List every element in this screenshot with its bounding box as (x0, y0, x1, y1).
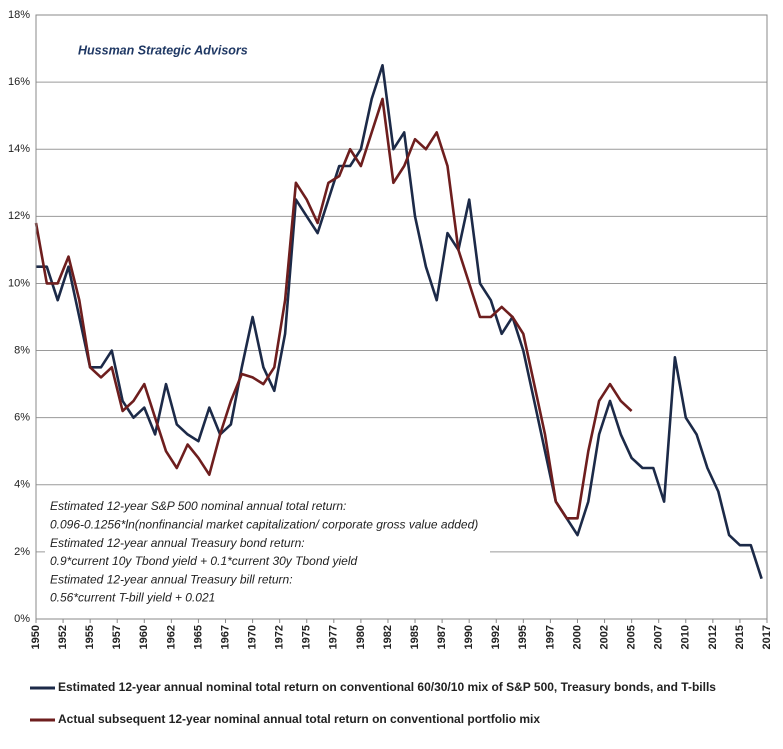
x-tick-label: 1987 (436, 625, 448, 649)
note: 0.56*current T-bill yield + 0.021 (50, 591, 215, 605)
watermark: Hussman Strategic Advisors (78, 43, 248, 57)
x-tick-label: 1982 (382, 625, 394, 649)
legend-label: Estimated 12-year annual nominal total r… (58, 680, 716, 694)
foreground: 0% 2% 4% 6% 8% 10% 12% 14% 16% 18% 1950 1952 1955 195… (8, 9, 773, 726)
x-tick-label: 1977 (328, 625, 340, 649)
series-line (34, 97, 633, 520)
y-tick-label: 14% (8, 143, 30, 155)
x-tick-label: 1967 (219, 625, 231, 649)
x-tick-label: 1992 (490, 625, 502, 649)
y-tick-label: 16% (8, 76, 30, 88)
x-tick-label: 2012 (707, 625, 719, 649)
y-tick-label: 12% (8, 210, 30, 222)
note: 0.9*current 10y Tbond yield + 0.1*curren… (50, 554, 358, 568)
x-tick-label: 1997 (544, 625, 556, 649)
x-tick-label: 2005 (626, 625, 638, 649)
plot-border (35, 14, 768, 620)
note: Estimated 12-year annual Treasury bond r… (50, 536, 305, 550)
y-tick-label: 4% (14, 479, 30, 491)
y-tick-label: 2% (14, 546, 30, 558)
x-tick-label: 2010 (680, 625, 692, 649)
x-tick-label: 2015 (734, 625, 746, 649)
x-tick-label: 1970 (246, 625, 258, 649)
x-tick-label: 1955 (84, 625, 96, 649)
y-tick-label: 10% (8, 277, 30, 289)
x-tick-label: 1965 (192, 625, 204, 649)
x-tick-label: 1985 (409, 625, 421, 649)
y-tick-label: 0% (14, 613, 30, 625)
note: Estimated 12-year annual Treasury bill r… (50, 572, 293, 586)
note: 0.096-0.1256*ln(nonfinancial market capi… (50, 517, 478, 531)
y-tick-label: 8% (14, 344, 30, 356)
x-tick-label: 1972 (274, 625, 286, 649)
x-tick-label: 1975 (301, 625, 313, 649)
x-tick-label: 2002 (598, 625, 610, 649)
x-tick-label: 2017 (761, 625, 773, 649)
y-tick-label: 18% (8, 9, 30, 21)
x-tick-label: 1952 (57, 625, 69, 649)
x-tick-label: 1960 (138, 625, 150, 649)
y-tick-label: 6% (14, 412, 30, 424)
x-tick-label: 1950 (30, 625, 42, 649)
x-tick-label: 1962 (165, 625, 177, 649)
legend-label: Actual subsequent 12-year nominal annual… (58, 712, 540, 726)
plot-lines (34, 64, 763, 580)
note: Estimated 12-year S&P 500 nominal annual… (50, 499, 346, 513)
x-tick-label: 1995 (517, 625, 529, 649)
x-tick-label: 2000 (571, 625, 583, 649)
x-tick-label: 2007 (653, 625, 665, 649)
notes-box (45, 494, 490, 608)
x-tick-label: 1990 (463, 625, 475, 649)
x-tick-label: 1957 (111, 625, 123, 649)
x-tick-label: 1980 (355, 625, 367, 649)
